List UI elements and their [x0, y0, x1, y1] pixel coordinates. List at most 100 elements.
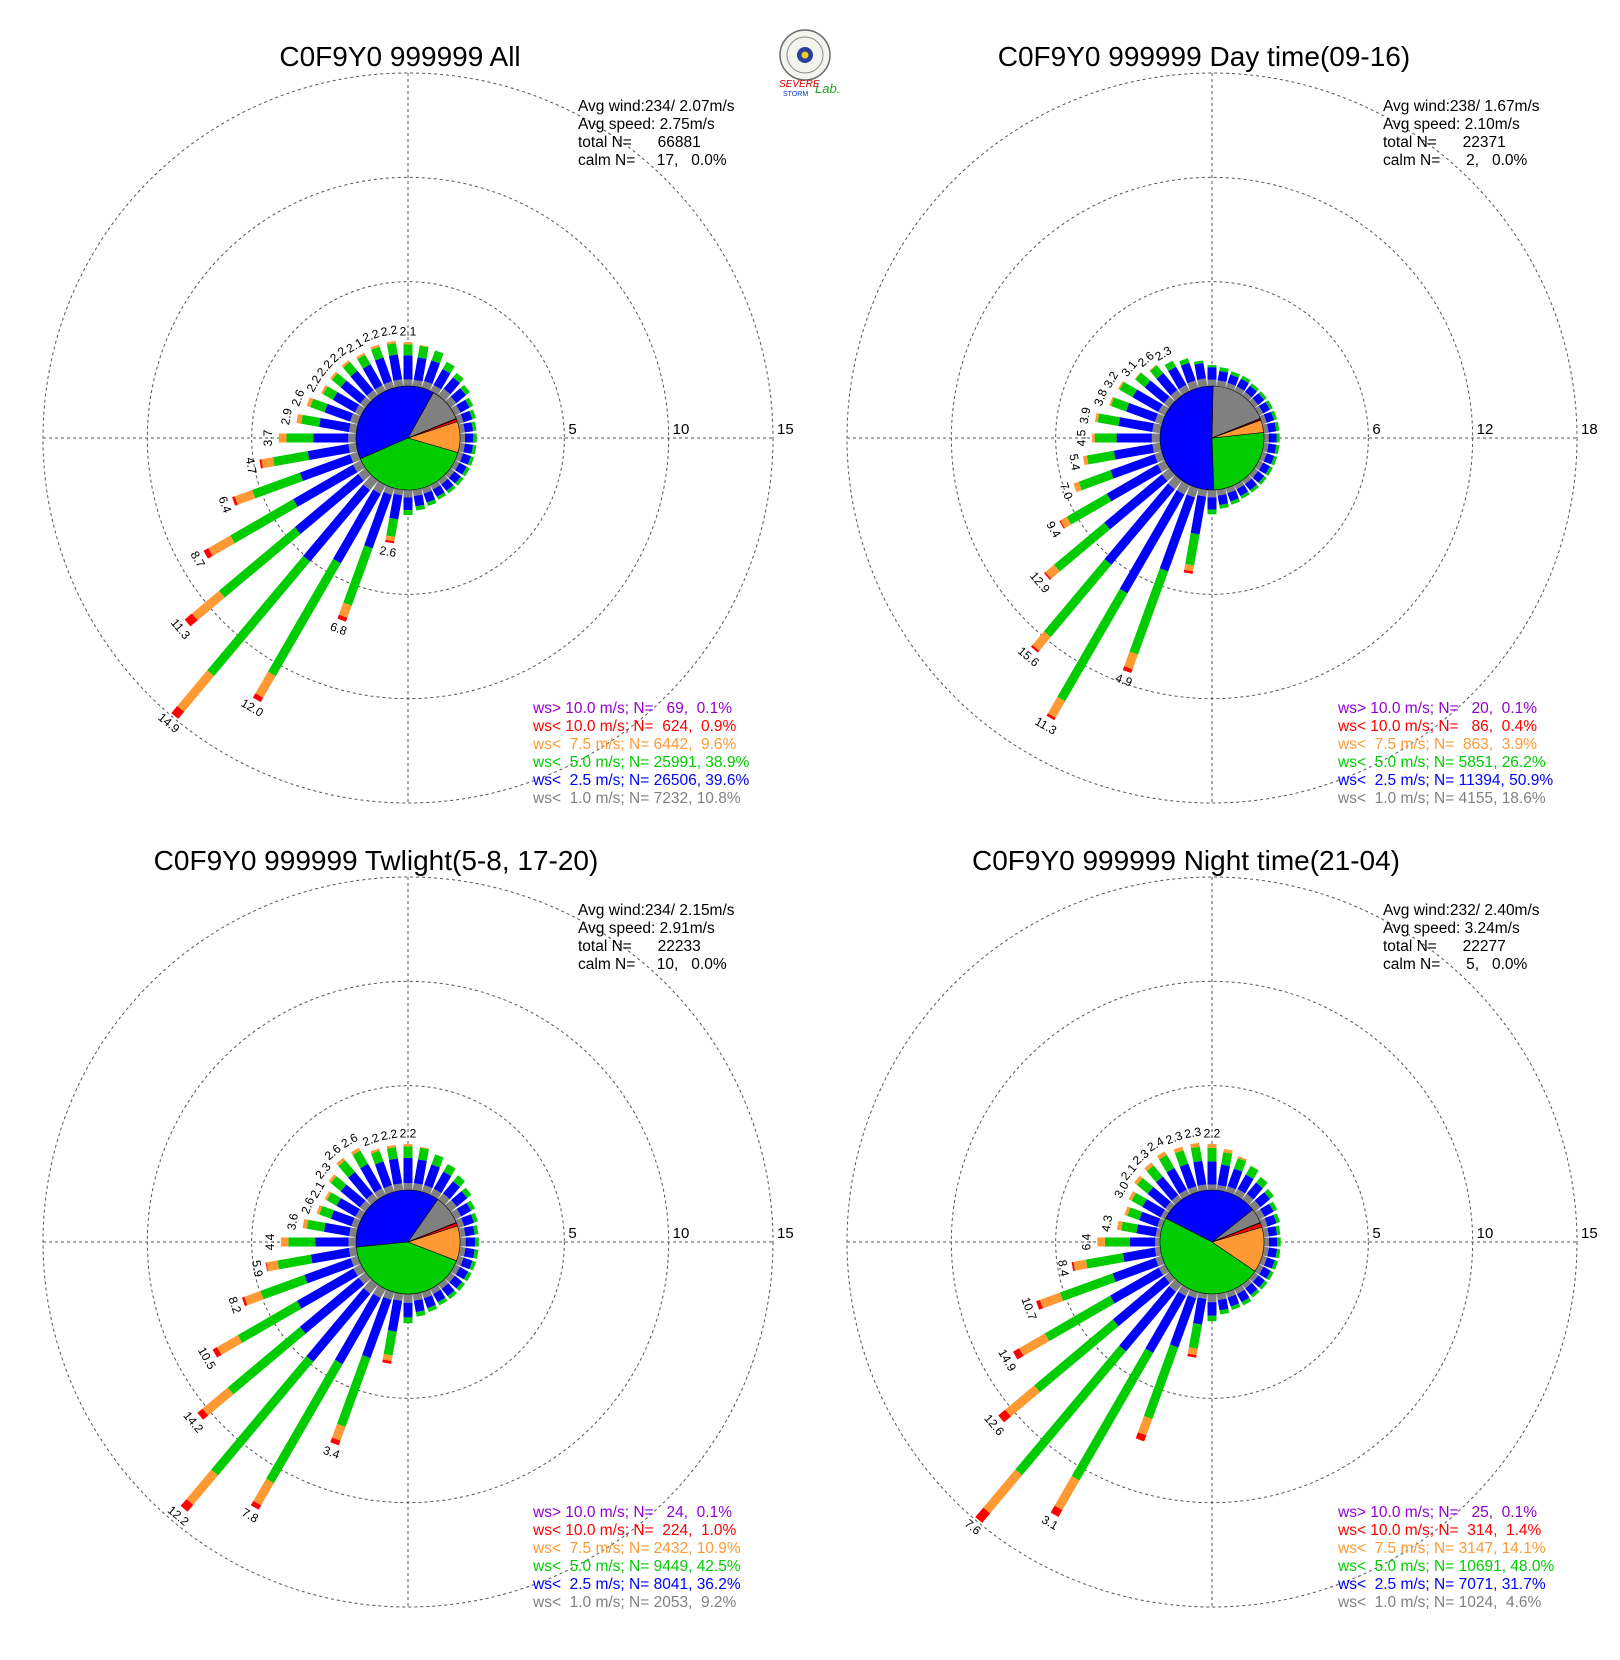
bar-segment-lt5 [1271, 1260, 1279, 1270]
bar-segment-lt5 [1258, 476, 1267, 485]
bar-segment-lt5 [386, 517, 399, 538]
bar-segment-lt10 [212, 1347, 222, 1358]
ring-label: 10 [1477, 1225, 1494, 1242]
pie-slice-lt5 [1211, 432, 1265, 491]
legend-entry: ws> 10.0 m/s; N= 24, 0.1% [532, 1504, 732, 1521]
legend-entry: ws< 1.0 m/s; N= 7232, 10.8% [532, 790, 741, 807]
bar-segment-lt10 [1046, 713, 1056, 721]
bar-segment-lt2-5 [1227, 1168, 1243, 1190]
bar-segment-lt7-5 [1149, 364, 1157, 372]
bar-segment-lt2-5 [448, 471, 461, 484]
bar-segment-lt7-5 [350, 1147, 361, 1156]
bar-segment-lt1 [366, 389, 379, 402]
bar-segment-lt1 [374, 385, 386, 396]
ring [1055, 1085, 1369, 1399]
bar-segment-lt5 [1127, 1207, 1143, 1221]
bar-segment-lt5 [277, 1254, 313, 1270]
bar-segment-lt1 [374, 1188, 386, 1200]
legend-entry: ws< 5.0 m/s; N= 9449, 42.5% [532, 1558, 741, 1575]
bar-segment-lt2-5 [463, 1225, 475, 1237]
bar-segment-lt1 [383, 1185, 395, 1195]
bar-segment-lt5 [1250, 484, 1259, 493]
bar-segment-lt1 [350, 451, 361, 463]
bar-segment-lt5 [465, 397, 474, 408]
bar-segment-lt7-5 [320, 385, 328, 395]
bar-segment-lt2-5 [460, 453, 471, 465]
bar-segment-lt1 [350, 1255, 361, 1267]
bar-segment-lt1 [348, 442, 358, 453]
bar-segment-lt2-5 [1227, 490, 1239, 502]
bar-segment-lt1 [1188, 1186, 1199, 1195]
bar-segment-lt2-5 [463, 1247, 475, 1259]
bar-segment-lt1 [1262, 423, 1269, 434]
bar-segment-lt5 [1146, 1165, 1163, 1183]
bar-segment-lt7-5 [216, 1335, 243, 1355]
bar-label: 3.2 [1101, 369, 1122, 391]
bar-segment-lt1 [1259, 414, 1267, 425]
stat-line: Avg speed: 2.10m/s [1383, 116, 1520, 133]
bar-segment-lt10 [330, 1437, 341, 1446]
legend-entry: ws< 5.0 m/s; N= 5851, 26.2% [1337, 754, 1546, 771]
bar-segment-lt2-5 [1147, 1186, 1171, 1209]
pie-slice-gt10 [1211, 418, 1261, 439]
bar-segment-lt5 [471, 421, 477, 432]
bar-segment-lt5 [467, 456, 475, 466]
bar-segment-lt1 [1241, 474, 1252, 485]
bar-segment-lt5 [1129, 568, 1169, 655]
legend-entry: ws> 10.0 m/s; N= 25, 0.1% [1337, 1504, 1537, 1521]
bar-segment-lt5 [1230, 371, 1240, 378]
bar-segment-lt5 [1119, 381, 1138, 398]
bar-segment-lt1 [430, 1284, 441, 1295]
bar-segment-lt7-5 [1157, 1151, 1167, 1160]
bar-segment-lt7-5 [202, 1387, 234, 1416]
legend-entry: ws< 10.0 m/s; N= 624, 0.9% [532, 718, 737, 735]
bar-segment-lt2-5 [423, 1295, 436, 1309]
bar-label: 8.2 [225, 1295, 244, 1316]
bar-segment-lt5 [447, 1290, 457, 1300]
bar-label: 6.8 [328, 619, 349, 638]
bar-segment-lt5 [1258, 391, 1267, 400]
bar-segment-lt2-5 [299, 454, 354, 482]
bar-segment-lt5 [1164, 360, 1176, 372]
bar-segment-lt1 [458, 442, 465, 453]
bar-segment-lt1 [1197, 378, 1208, 388]
bar-segment-lt1 [1152, 423, 1162, 434]
bar-segment-lt2-5 [294, 474, 364, 534]
bar-segment-lt5 [471, 1212, 479, 1223]
bar-segment-lt7-5 [382, 1353, 393, 1362]
bar-segment-lt7-5 [1128, 1191, 1136, 1201]
panel-title: C0F9Y0 999999 Night time(21-04) [972, 845, 1400, 876]
bar-segment-lt10 [337, 614, 348, 622]
bar-segment-lt5 [1121, 1221, 1138, 1234]
bar-segment-lt7-5 [1082, 455, 1089, 466]
bar-segment-lt1 [1225, 382, 1236, 391]
bar-segment-lt5 [1043, 559, 1112, 638]
bar-segment-lt1 [1161, 467, 1176, 482]
bar-segment-lt2-5 [1194, 362, 1207, 380]
bar-segment-lt1 [373, 480, 386, 494]
bar-segment-lt1 [1154, 1246, 1162, 1257]
bar-segment-lt5 [1054, 522, 1110, 572]
ring-label: 15 [777, 1225, 794, 1242]
bar-segment-lt1 [455, 414, 464, 425]
logo-seal-inner-ring [786, 36, 824, 74]
bar-segment-lt2-5 [1263, 453, 1275, 465]
bar-segment-lt2-5 [1264, 1214, 1277, 1227]
bar-segment-lt5 [455, 476, 464, 486]
bar-segment-lt1 [1241, 391, 1252, 402]
legend-entry: ws< 5.0 m/s; N= 10691, 48.0% [1337, 1558, 1554, 1575]
bar-segment-lt1 [412, 1183, 423, 1192]
bar-segment-lt7-5 [1039, 1292, 1064, 1309]
bar-segment-lt1 [444, 1199, 457, 1213]
bar-segment-lt5 [1245, 1165, 1259, 1179]
bar-segment-lt2-5 [1236, 378, 1249, 391]
bar-segment-lt5 [469, 409, 477, 420]
bar-segment-lt7-5 [330, 371, 338, 380]
bar-segment-lt10 [241, 1296, 248, 1307]
bar-segment-lt1 [430, 384, 442, 396]
bar-segment-lt2-5 [1267, 443, 1277, 454]
bar-segment-lt7-5 [370, 344, 380, 350]
bar-segment-lt5 [230, 499, 298, 544]
bar-segment-lt5 [1233, 1158, 1247, 1172]
bar-segment-lt2-5 [1112, 1257, 1159, 1282]
